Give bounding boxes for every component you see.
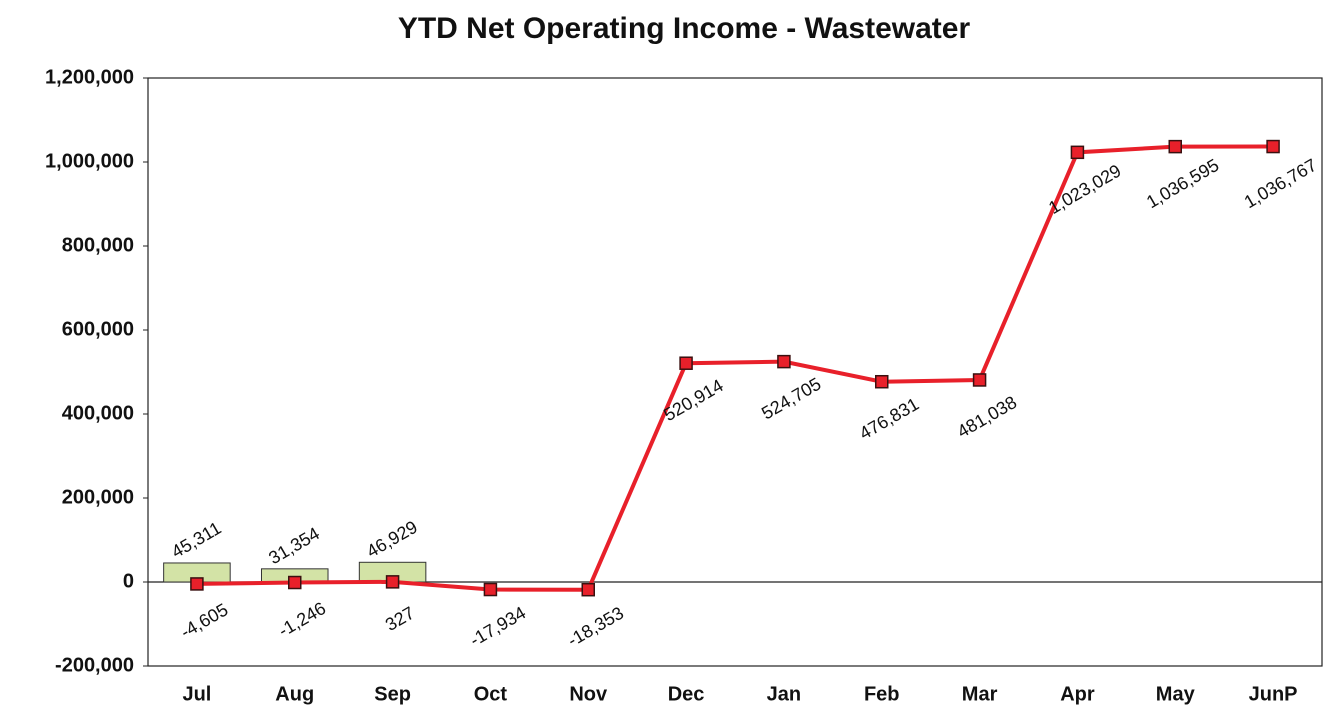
marker [190, 577, 204, 591]
marker [777, 354, 791, 369]
data-label: 45,311 [168, 518, 225, 562]
x-tick-label: Dec [668, 683, 705, 705]
x-tick-label: Jul [182, 683, 211, 705]
x-tick-label: May [1156, 683, 1196, 705]
marker [875, 374, 889, 389]
marker [972, 373, 987, 387]
data-label: 524,705 [758, 374, 824, 424]
data-label: 327 [382, 603, 418, 635]
marker [483, 582, 498, 597]
y-tick-label: 200,000 [62, 486, 134, 508]
x-tick-label: Aug [275, 683, 314, 705]
marker [679, 356, 693, 370]
x-tick-label: Mar [962, 683, 998, 705]
data-label: -17,934 [466, 603, 529, 651]
y-tick-label: 1,000,000 [45, 150, 134, 172]
marker [1168, 139, 1182, 154]
y-tick-label: 0 [123, 570, 134, 592]
data-label: 476,831 [856, 394, 922, 444]
y-tick-label: -200,000 [55, 654, 134, 676]
data-label: -18,353 [564, 603, 627, 651]
y-tick-label: 400,000 [62, 402, 134, 424]
line [196, 144, 1274, 592]
x-tick-label: Sep [374, 683, 411, 705]
data-label: 481,038 [954, 392, 1020, 442]
y-tick-label: 600,000 [62, 318, 134, 340]
x-tick-label: Apr [1060, 683, 1095, 705]
data-label: 1,023,029 [1045, 161, 1124, 218]
marker [1070, 145, 1085, 160]
data-label: 46,929 [363, 517, 421, 562]
data-label: -1,246 [275, 598, 329, 641]
y-tick-label: 1,200,000 [45, 66, 134, 88]
x-tick-label: Oct [474, 683, 508, 705]
x-tick-label: Feb [864, 683, 900, 705]
chart-title: YTD Net Operating Income - Wastewater [398, 12, 971, 45]
plot-area [147, 77, 1323, 667]
data-label: 1,036,595 [1143, 155, 1222, 212]
marker [288, 575, 302, 590]
marker [581, 582, 595, 597]
marker [1266, 139, 1280, 154]
y-tick-label: 800,000 [62, 234, 134, 256]
data-label: 31,354 [265, 523, 323, 568]
x-tick-label: Nov [569, 683, 608, 705]
x-tick-label: Jan [767, 683, 801, 705]
data-label: -4,605 [177, 599, 231, 642]
data-label: 1,036,767 [1241, 155, 1320, 212]
x-tick-label: JunP [1249, 683, 1298, 705]
marker [385, 575, 400, 589]
